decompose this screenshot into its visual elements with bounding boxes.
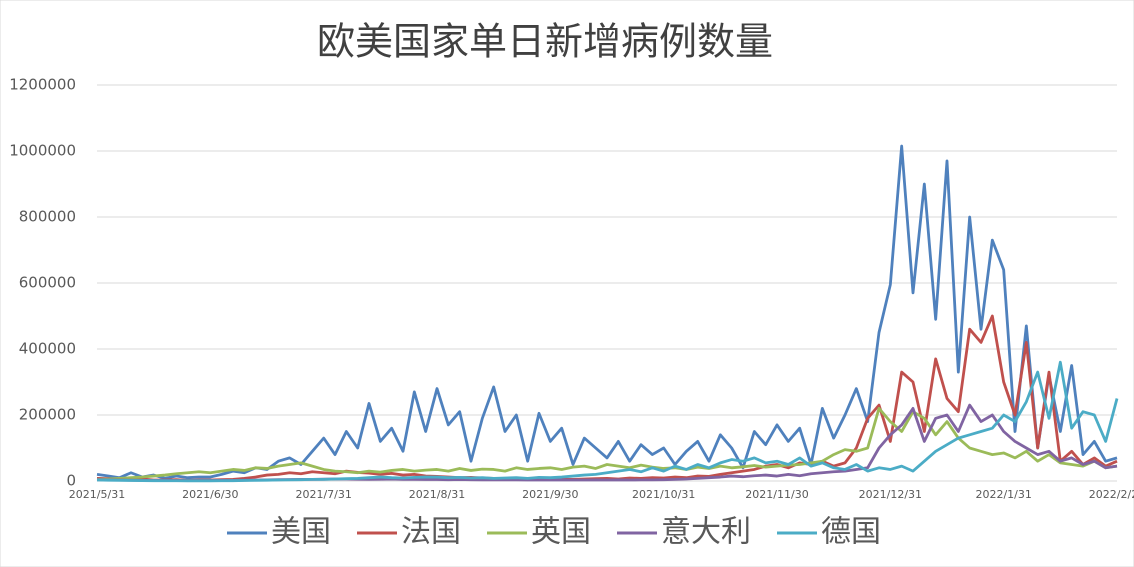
x-tick-label: 2021/5/31 bbox=[69, 488, 125, 501]
series-line bbox=[96, 406, 1118, 481]
legend-label: 意大利 bbox=[661, 515, 751, 550]
x-tick-label: 2021/11/30 bbox=[745, 488, 808, 501]
x-tick-label: 2022/1/31 bbox=[975, 488, 1031, 501]
x-tick-label: 2021/6/30 bbox=[182, 488, 238, 501]
legend-label: 英国 bbox=[531, 515, 591, 550]
series-line bbox=[96, 314, 1118, 482]
y-tick-label: 200000 bbox=[19, 406, 76, 424]
y-tick-label: 1200000 bbox=[9, 76, 76, 94]
legend-label: 法国 bbox=[401, 515, 461, 550]
x-tick-label: 2022/2/28 bbox=[1089, 488, 1134, 501]
y-tick-label: 1000000 bbox=[9, 142, 76, 160]
y-tick-label: 400000 bbox=[19, 340, 76, 358]
y-tick-label: 600000 bbox=[19, 274, 76, 292]
series-line bbox=[96, 360, 1119, 483]
x-tick-label: 2021/8/31 bbox=[409, 488, 465, 501]
x-tick-label: 2021/10/31 bbox=[632, 488, 695, 501]
x-tick-label: 2021/12/31 bbox=[859, 488, 922, 501]
y-tick-label: 0 bbox=[66, 472, 76, 490]
legend-label: 德国 bbox=[821, 515, 881, 550]
x-tick-label: 2021/9/30 bbox=[522, 488, 578, 501]
legend-label: 美国 bbox=[271, 515, 331, 550]
y-tick-label: 800000 bbox=[19, 208, 76, 226]
chart-title: 欧美国家单日新增病例数量 bbox=[317, 20, 773, 64]
x-tick-label: 2021/7/31 bbox=[295, 488, 351, 501]
